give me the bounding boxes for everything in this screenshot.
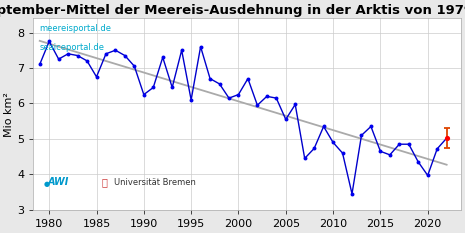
Text: AWI: AWI: [48, 177, 69, 187]
Point: [131, 64, 138, 68]
Point: [64, 52, 72, 56]
Point: [263, 94, 271, 98]
Text: Universität Bremen: Universität Bremen: [114, 178, 196, 187]
Text: seaiceportal.de: seaiceportal.de: [40, 43, 105, 52]
Text: ●: ●: [44, 181, 50, 187]
Point: [93, 75, 100, 79]
Point: [253, 103, 261, 107]
Text: meereisportal.de: meereisportal.de: [40, 24, 112, 33]
Point: [150, 86, 157, 89]
Point: [102, 52, 110, 56]
Point: [348, 192, 356, 196]
Point: [311, 147, 318, 150]
Point: [206, 77, 214, 80]
Point: [292, 103, 299, 106]
Point: [329, 140, 337, 144]
Point: [159, 55, 166, 59]
Point: [83, 59, 91, 63]
Point: [301, 157, 308, 160]
Point: [358, 134, 365, 137]
Point: [140, 93, 147, 96]
Point: [244, 77, 252, 80]
Point: [320, 125, 327, 128]
Point: [424, 174, 432, 177]
Point: [235, 93, 242, 96]
Point: [225, 96, 232, 100]
Point: [282, 117, 290, 121]
Point: [46, 40, 53, 43]
Point: [187, 98, 195, 102]
Point: [414, 160, 422, 164]
Point: [405, 142, 412, 146]
Point: [433, 147, 441, 151]
Point: [443, 136, 451, 140]
Point: [367, 125, 375, 128]
Title: September-Mittel der Meereis-Ausdehnung in der Arktis von 1979-2022: September-Mittel der Meereis-Ausdehnung …: [0, 4, 465, 17]
Point: [377, 149, 384, 153]
Point: [272, 96, 280, 100]
Point: [386, 153, 393, 157]
Y-axis label: Mio km²: Mio km²: [4, 92, 14, 137]
Point: [55, 57, 62, 61]
Point: [36, 63, 43, 66]
Point: [112, 48, 119, 52]
Point: [197, 45, 204, 48]
Text: Ⓤ: Ⓤ: [101, 177, 107, 187]
Point: [178, 48, 186, 52]
Point: [168, 86, 176, 89]
Point: [74, 54, 81, 57]
Point: [396, 142, 403, 146]
Point: [121, 54, 129, 57]
Point: [339, 151, 346, 155]
Point: [216, 82, 223, 86]
